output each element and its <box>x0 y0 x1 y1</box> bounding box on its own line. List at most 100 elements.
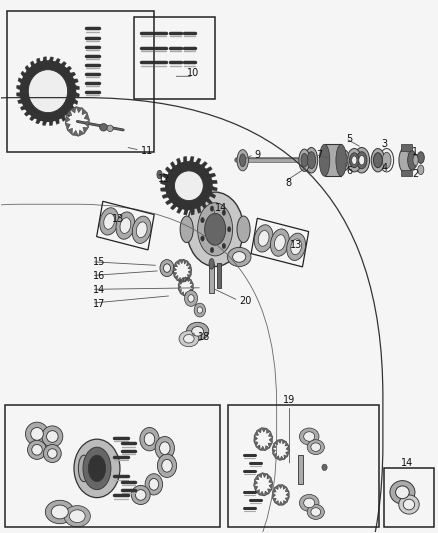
Polygon shape <box>268 478 272 483</box>
Ellipse shape <box>227 247 251 266</box>
Polygon shape <box>272 488 276 492</box>
Polygon shape <box>174 276 178 280</box>
Ellipse shape <box>64 506 90 527</box>
Ellipse shape <box>32 445 42 455</box>
Text: 13: 13 <box>289 240 301 251</box>
Ellipse shape <box>351 156 356 165</box>
Polygon shape <box>187 274 191 279</box>
Ellipse shape <box>299 428 318 445</box>
Circle shape <box>20 63 75 119</box>
Bar <box>134 17 215 99</box>
Polygon shape <box>187 277 191 281</box>
Ellipse shape <box>74 439 120 498</box>
Polygon shape <box>255 445 260 450</box>
Text: 8: 8 <box>285 177 290 188</box>
Ellipse shape <box>239 154 245 167</box>
Ellipse shape <box>227 227 230 232</box>
Ellipse shape <box>307 505 324 519</box>
Text: 2: 2 <box>411 168 417 179</box>
Polygon shape <box>178 289 181 294</box>
Ellipse shape <box>88 455 106 482</box>
Ellipse shape <box>310 508 320 516</box>
Ellipse shape <box>194 303 205 317</box>
Polygon shape <box>261 473 267 478</box>
Polygon shape <box>260 446 265 450</box>
Polygon shape <box>172 272 177 277</box>
Ellipse shape <box>210 206 213 211</box>
Polygon shape <box>172 266 176 272</box>
Polygon shape <box>282 484 286 489</box>
Ellipse shape <box>318 144 329 176</box>
Polygon shape <box>264 491 268 496</box>
Ellipse shape <box>43 445 61 463</box>
Ellipse shape <box>358 156 364 165</box>
Polygon shape <box>261 427 266 432</box>
Ellipse shape <box>42 426 63 447</box>
Polygon shape <box>181 278 185 282</box>
Ellipse shape <box>379 149 393 172</box>
Ellipse shape <box>78 455 89 482</box>
Ellipse shape <box>120 217 131 233</box>
Polygon shape <box>274 485 278 489</box>
Polygon shape <box>272 448 275 454</box>
Polygon shape <box>84 113 89 120</box>
Ellipse shape <box>179 331 198 347</box>
Ellipse shape <box>45 500 74 523</box>
Polygon shape <box>281 439 286 444</box>
Polygon shape <box>285 487 289 492</box>
Bar <box>228 405 378 527</box>
Polygon shape <box>266 474 270 479</box>
Polygon shape <box>253 435 257 441</box>
Polygon shape <box>188 292 191 296</box>
Ellipse shape <box>99 208 118 235</box>
Ellipse shape <box>99 124 107 131</box>
Text: 15: 15 <box>92 257 105 267</box>
Ellipse shape <box>187 295 194 302</box>
Ellipse shape <box>163 264 170 272</box>
Polygon shape <box>72 130 78 136</box>
Ellipse shape <box>395 486 408 499</box>
Ellipse shape <box>304 148 317 173</box>
Polygon shape <box>190 289 193 293</box>
Ellipse shape <box>274 235 285 251</box>
Bar <box>383 469 433 527</box>
Polygon shape <box>275 456 279 461</box>
Polygon shape <box>183 277 187 281</box>
Ellipse shape <box>204 213 225 245</box>
Ellipse shape <box>165 162 212 209</box>
Ellipse shape <box>47 449 57 458</box>
Polygon shape <box>83 127 88 134</box>
Text: 18: 18 <box>197 332 209 342</box>
Polygon shape <box>285 451 289 456</box>
Ellipse shape <box>222 210 225 215</box>
Polygon shape <box>254 475 258 480</box>
Ellipse shape <box>340 150 349 171</box>
Text: 10: 10 <box>187 68 199 78</box>
Polygon shape <box>175 260 179 265</box>
Text: 7: 7 <box>315 150 321 160</box>
Bar <box>7 12 153 152</box>
Polygon shape <box>173 262 177 267</box>
Polygon shape <box>82 108 87 115</box>
Text: 4: 4 <box>381 163 387 173</box>
Ellipse shape <box>155 437 174 460</box>
Bar <box>5 405 219 527</box>
Text: 3: 3 <box>381 139 387 149</box>
Polygon shape <box>177 277 181 282</box>
Polygon shape <box>267 489 272 494</box>
Ellipse shape <box>299 495 318 512</box>
Ellipse shape <box>174 171 203 200</box>
Ellipse shape <box>31 427 43 440</box>
Polygon shape <box>259 491 264 496</box>
Polygon shape <box>268 431 272 437</box>
Polygon shape <box>180 292 184 296</box>
Ellipse shape <box>335 144 346 176</box>
Ellipse shape <box>136 222 147 238</box>
Ellipse shape <box>184 290 197 306</box>
Bar <box>297 455 302 484</box>
Polygon shape <box>257 473 261 478</box>
Ellipse shape <box>237 150 248 171</box>
Polygon shape <box>279 456 283 461</box>
Ellipse shape <box>197 307 202 313</box>
Polygon shape <box>267 443 272 448</box>
